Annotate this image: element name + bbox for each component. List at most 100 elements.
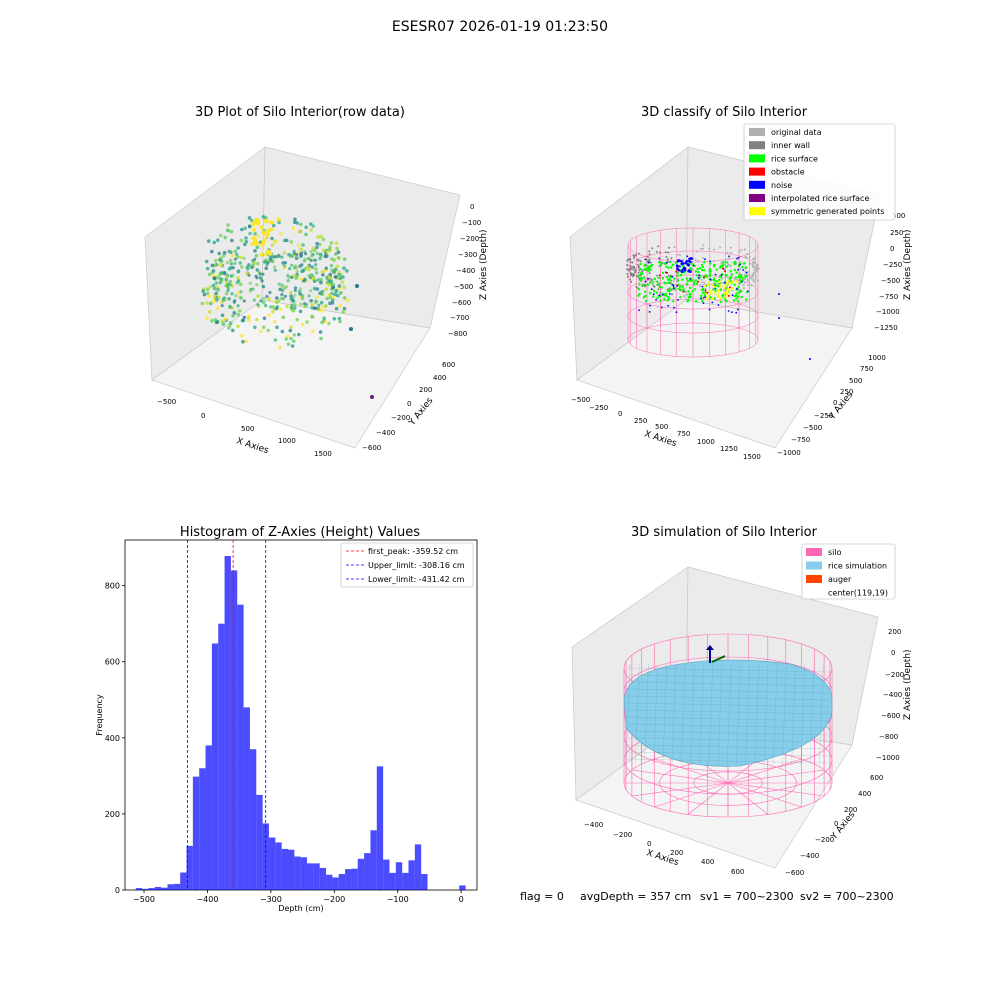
hist-ytick-label: 200	[105, 810, 120, 819]
data-point	[237, 309, 242, 313]
class-point	[655, 250, 658, 253]
rice-surface-point	[735, 292, 738, 295]
panel4-auger	[706, 645, 726, 663]
rice-surface-point	[668, 289, 671, 293]
data-point	[332, 317, 337, 321]
noise-point	[708, 308, 711, 311]
class-point	[665, 255, 668, 258]
data-point	[342, 266, 346, 271]
rice-surface-point	[667, 295, 670, 299]
rice-grid-line	[671, 663, 677, 766]
data-point	[311, 246, 316, 251]
data-point	[208, 285, 213, 289]
data-point	[240, 333, 244, 338]
rice-grid-line	[627, 737, 831, 743]
rice-surface-point	[670, 266, 673, 269]
class-point	[757, 267, 760, 270]
rice-grid-line	[627, 723, 831, 729]
data-point	[309, 289, 313, 293]
data-point	[325, 276, 329, 280]
data-point	[284, 337, 288, 341]
silo-floor-spoke	[727, 769, 825, 784]
p2-xtick: 1500	[743, 453, 761, 461]
symmetric-point	[704, 298, 707, 301]
rice-surface-point	[686, 300, 689, 303]
rice-surface-point	[708, 273, 712, 276]
class-point	[648, 272, 651, 275]
class-point	[664, 251, 667, 254]
rice-surface-point	[676, 279, 680, 282]
rice-surface-point	[728, 277, 731, 281]
rice-grid-line	[819, 663, 824, 766]
rice-grid-line	[727, 663, 732, 766]
data-point	[212, 240, 217, 245]
symmetric-point	[707, 281, 711, 284]
rice-grid-line	[690, 663, 695, 766]
noise-point	[727, 310, 730, 312]
silo-floor-spoke	[631, 769, 729, 784]
data-point	[239, 255, 243, 260]
data-point	[231, 266, 235, 270]
legend-swatch	[749, 207, 765, 216]
data-point	[288, 328, 293, 333]
data-point	[285, 238, 289, 243]
noise-point	[672, 285, 675, 288]
rice-grid-line	[627, 730, 831, 736]
panel-raw-3d: 3D Plot of Silo Interior(row data) X Axi…	[144, 105, 489, 458]
p1-ztick: −800	[448, 330, 467, 338]
data-point	[287, 252, 291, 257]
data-point	[264, 234, 269, 239]
noise-point	[660, 306, 663, 309]
noise-point	[737, 268, 739, 271]
data-point	[236, 304, 240, 308]
data-point	[231, 313, 235, 318]
rice-grid-line	[763, 663, 769, 766]
noise-point	[678, 259, 681, 262]
noise-point	[701, 285, 704, 288]
rice-grid-line	[736, 663, 741, 766]
rice-surface-point	[646, 283, 649, 286]
data-point	[216, 238, 220, 242]
symmetric-point	[711, 298, 714, 301]
data-point	[319, 336, 323, 341]
noise-point	[672, 287, 675, 290]
symmetric-point	[714, 285, 717, 288]
rice-surface-point	[701, 287, 705, 291]
panel2-xticks: −500 −250 0 250 500 750 1000 1250 1500	[571, 396, 761, 461]
rice-surface-point	[703, 269, 706, 272]
symmetric-point	[731, 280, 734, 283]
data-point	[326, 250, 330, 254]
data-point	[238, 261, 242, 265]
data-point	[250, 222, 255, 227]
rice-surface-point	[668, 275, 672, 279]
p2-xtick: 0	[618, 410, 622, 418]
data-point	[328, 245, 332, 249]
hist-bar	[148, 888, 155, 890]
data-point	[305, 320, 309, 324]
data-point	[259, 225, 264, 230]
data-point	[283, 294, 287, 298]
silo-floor-spoke	[727, 758, 802, 784]
data-point	[205, 316, 209, 321]
noise-point	[745, 271, 748, 274]
class-point	[648, 253, 651, 256]
panel2-zticks: 500 250 0 −250 −500 −750 −1000 −1250	[874, 212, 905, 332]
data-point	[295, 221, 299, 225]
panel2-zlabel: Z Axies (Depth)	[903, 229, 913, 300]
hist-bar	[364, 853, 371, 890]
panel-histogram: Histogram of Z-Axies (Height) Values −50…	[95, 525, 478, 913]
rice-surface-point	[714, 289, 717, 292]
rice-surface-point	[638, 277, 642, 280]
noise-point	[731, 311, 733, 314]
rice-surface-point	[651, 282, 654, 285]
data-point	[219, 271, 223, 276]
rice-surface-point	[682, 288, 685, 291]
data-point	[280, 293, 284, 297]
p2-ztick: −750	[879, 293, 898, 301]
panel1-axes-box	[144, 146, 461, 449]
data-point	[241, 339, 245, 344]
rice-surface-point	[725, 265, 729, 268]
data-point	[311, 276, 315, 281]
class-point	[676, 277, 679, 280]
data-point	[205, 266, 210, 271]
